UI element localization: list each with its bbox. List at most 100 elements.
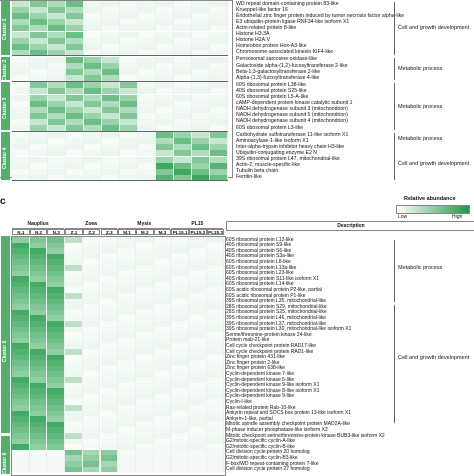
heatmap-cell <box>12 444 30 450</box>
heatmap-cell <box>192 75 210 82</box>
heatmap-cell <box>118 405 136 411</box>
row-label: G2/mitotic-specific cyclin-A-like <box>226 438 295 445</box>
heatmap-cell <box>100 242 119 249</box>
heatmap-cell <box>29 449 48 456</box>
heatmap-cell <box>12 309 30 316</box>
heatmap-cell <box>135 276 154 282</box>
heatmap-cell <box>82 354 101 361</box>
heatmap-cell <box>153 349 172 355</box>
heatmap-cell <box>102 25 120 32</box>
heatmap-cell <box>30 43 48 50</box>
heatmap-cell <box>210 19 228 26</box>
row-label: Aminoacylase-1-like isoform X1 <box>236 137 309 144</box>
heatmap-cell <box>118 461 136 467</box>
heatmap-cell <box>118 248 136 254</box>
heatmap-cell <box>30 88 48 95</box>
heatmap-cell <box>206 438 225 445</box>
heatmap-cell <box>171 309 189 316</box>
heatmap-cell <box>47 388 66 394</box>
heatmap-cell <box>65 242 83 249</box>
row-label: NADH dehydrogenase subunit 3 (mitochondr… <box>236 106 348 113</box>
heatmap-cell <box>156 75 174 82</box>
column-header: PL15.2 <box>189 229 207 235</box>
heatmap-cell <box>189 259 207 265</box>
heatmap-cell <box>30 168 48 175</box>
heatmap-cell <box>100 270 119 277</box>
heatmap-cell <box>12 388 30 394</box>
heatmap-cell <box>206 405 225 411</box>
heatmap-cell <box>30 49 48 56</box>
heatmap-cell <box>29 360 48 366</box>
heatmap-cell <box>192 7 210 14</box>
heatmap-cell <box>153 248 172 254</box>
heatmap-cell <box>30 7 48 14</box>
row-label: Cell division cycle protein 20 homolog <box>226 449 310 456</box>
heatmap-cell <box>189 466 207 473</box>
heatmap-cell <box>210 43 228 50</box>
column-header: M.3 <box>153 229 172 235</box>
heatmap-cell <box>210 7 228 14</box>
heatmap-cell <box>12 349 30 355</box>
heatmap-cell <box>47 427 66 433</box>
heatmap-cell <box>65 393 83 400</box>
heatmap-cell <box>171 461 189 467</box>
heatmap-cell <box>153 321 172 327</box>
row-label: Alpha-(1,3)-fucosyltransferase 4-like <box>236 74 320 81</box>
heatmap-cell <box>156 156 174 163</box>
heatmap-cell <box>48 56 66 63</box>
heatmap-cell <box>84 168 102 175</box>
heatmap-cell <box>192 13 210 20</box>
heatmap-cell <box>171 360 189 366</box>
heatmap-cell <box>135 438 154 445</box>
heatmap-cell <box>82 399 101 405</box>
heatmap-cell <box>65 332 83 338</box>
cluster-4-tab <box>1 132 10 180</box>
heatmap-cell <box>84 1 102 8</box>
heatmap-cell <box>82 343 101 349</box>
heatmap-cell <box>66 156 84 163</box>
heatmap-cell <box>192 100 210 107</box>
heatmap-cell <box>138 1 156 8</box>
heatmap-cell <box>84 88 102 95</box>
heatmap-cell <box>82 416 101 422</box>
heatmap-cell <box>174 13 192 20</box>
heatmap-cell <box>29 309 48 316</box>
heatmap-cell <box>153 388 172 394</box>
heatmap-cell <box>118 259 136 265</box>
legend-gradient <box>396 205 470 214</box>
heatmap-cell <box>84 19 102 26</box>
heatmap-cell <box>171 326 189 333</box>
row-label: cAMP-dependent protein kinase catalytic … <box>236 100 353 107</box>
function-label: Metabolic process <box>398 136 443 143</box>
heatmap-cell <box>47 433 66 439</box>
heatmap-cell <box>29 416 48 422</box>
heatmap-cell <box>48 112 66 119</box>
heatmap-cell <box>82 321 101 327</box>
heatmap-cell <box>189 444 207 450</box>
heatmap-cell <box>174 75 192 82</box>
heatmap-cell <box>48 69 66 76</box>
heatmap-cell <box>100 444 119 450</box>
heatmap-cell <box>30 69 48 76</box>
row-label: Ubiquitin-conjugating enzyme E2 N <box>236 149 318 156</box>
heatmap-cell <box>48 43 66 50</box>
heatmap-cell <box>192 19 210 26</box>
heatmap-cell <box>138 106 156 113</box>
heatmap-cell <box>30 25 48 32</box>
heatmap-cell <box>100 293 119 299</box>
heatmap-cell <box>12 132 30 139</box>
heatmap-cell <box>135 416 154 422</box>
heatmap-cell <box>65 293 83 299</box>
heatmap-cell <box>156 56 174 63</box>
heatmap-cell <box>12 31 30 38</box>
heatmap-cell <box>138 125 156 132</box>
heatmap-cell <box>48 125 66 132</box>
heatmap-cell <box>206 242 225 249</box>
heatmap-cell <box>12 100 30 107</box>
heatmap-cell <box>30 144 48 151</box>
row-label: Cell division cycle protein 27 homolog <box>226 466 310 473</box>
heatmap-cell <box>153 399 172 405</box>
row-label: 60S ribosomal protein L23-like <box>226 270 294 277</box>
heatmap-cell <box>30 13 48 20</box>
heatmap-cell <box>65 321 83 327</box>
